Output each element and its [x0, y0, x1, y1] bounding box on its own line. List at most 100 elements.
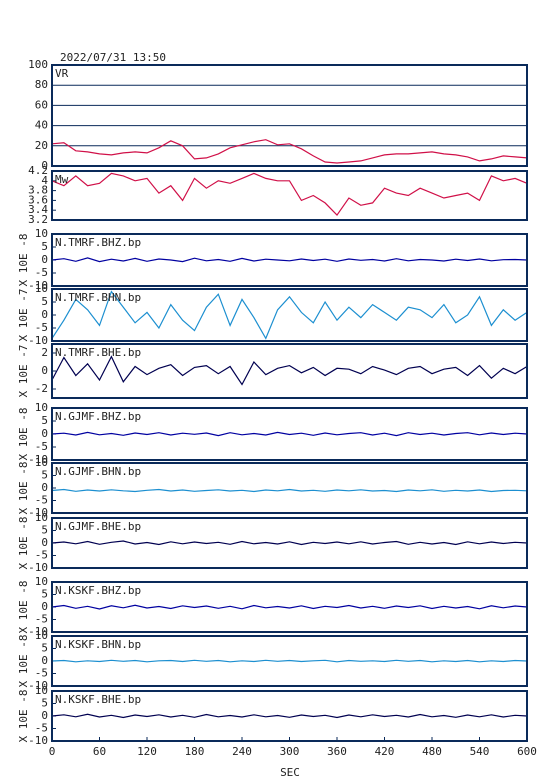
y-axis-label: X 10E -8 [17, 690, 30, 743]
panel-frame [51, 462, 528, 514]
y-axis-label: X 10E -8 [17, 408, 30, 461]
y-tick-label: -5 [35, 549, 48, 562]
panel-frame [51, 64, 528, 167]
y-tick-label: 100 [28, 58, 48, 71]
panel-label: N.KSKF.BHZ.bp [55, 584, 141, 597]
panel-label: Mw [55, 173, 69, 186]
y-tick-label: 5 [41, 240, 48, 253]
panel-frame [51, 635, 528, 687]
y-tick-label: 5 [41, 524, 48, 537]
x-tick-label: 540 [470, 745, 490, 758]
y-tick-label: 10 [35, 575, 48, 588]
x-tick-label: 0 [49, 745, 56, 758]
y-tick-label: 10 [35, 511, 48, 524]
panel-label: N.GJMF.BHZ.bp [55, 410, 141, 423]
y-tick-label: 10 [35, 282, 48, 295]
x-tick-label: 300 [280, 745, 300, 758]
y-tick-label: 10 [35, 401, 48, 414]
data-line [51, 659, 528, 663]
y-tick-label: 10 [35, 684, 48, 697]
y-tick-label: 60 [35, 98, 48, 111]
panel-frame [51, 517, 528, 569]
y-tick-label: 10 [35, 629, 48, 642]
panel-label: N.KSKF.BHN.bp [55, 638, 141, 651]
y-tick-label: 40 [35, 119, 48, 132]
y-tick-label: 20 [35, 139, 48, 152]
panel-label: N.TMRF.BHZ.bp [55, 236, 141, 249]
panel-label: N.KSKF.BHE.bp [55, 693, 141, 706]
x-tick-label: 480 [422, 745, 442, 758]
y-tick-label: 2 [41, 346, 48, 359]
panel-frame [51, 343, 528, 399]
data-line [51, 290, 528, 340]
data-line [51, 540, 528, 546]
panel-frame [51, 407, 528, 461]
y-tick-label: 80 [35, 78, 48, 91]
y-axis-label: X 10E -8 [17, 581, 30, 634]
y-tick-label: -10 [28, 506, 48, 519]
y-tick-label: 3.4 [28, 203, 48, 216]
y-tick-label: 0 [41, 364, 48, 377]
x-tick-label: 60 [93, 745, 106, 758]
y-tick-label: -10 [28, 453, 48, 466]
y-tick-label: 5 [41, 588, 48, 601]
x-tick-label: 120 [137, 745, 157, 758]
y-tick-label: -10 [28, 625, 48, 638]
panel-label: N.TMRF.BHN.bp [55, 291, 141, 304]
y-tick-label: 4.2 [28, 164, 48, 177]
y-tick-label: 0 [41, 427, 48, 440]
x-tick-label: 360 [327, 745, 347, 758]
panel-frame [51, 170, 528, 221]
x-tick-label: 180 [185, 745, 205, 758]
y-axis-label: X 10E -8 [17, 462, 30, 515]
data-line [51, 431, 528, 437]
y-tick-label: 3.2 [28, 213, 48, 226]
y-tick-label: -5 [35, 321, 48, 334]
panel-label: N.TMRF.BHE.bp [55, 346, 141, 359]
y-tick-label: 3.6 [28, 193, 48, 206]
y-tick-label: -10 [28, 679, 48, 692]
x-tick-label: 240 [232, 745, 252, 758]
y-tick-label: 10 [35, 456, 48, 469]
y-tick-label: -5 [35, 667, 48, 680]
y-tick-label: 0 [41, 600, 48, 613]
y-tick-label: 5 [41, 469, 48, 482]
panel-label: N.GJMF.BHN.bp [55, 465, 141, 478]
y-tick-label: -5 [35, 266, 48, 279]
y-tick-label: -10 [28, 734, 48, 747]
x-axis-label: SEC [280, 766, 300, 779]
panel-label: N.GJMF.BHE.bp [55, 520, 141, 533]
y-tick-label: 5 [41, 642, 48, 655]
y-tick-label: -5 [35, 722, 48, 735]
y-tick-label: -5 [35, 613, 48, 626]
data-line [51, 257, 528, 263]
y-tick-label: -5 [35, 494, 48, 507]
y-tick-label: 4 [41, 174, 48, 187]
y-tick-label: 5 [41, 295, 48, 308]
data-line [51, 604, 528, 610]
y-axis-label: X 10E -7 [17, 345, 30, 398]
chart-title: 2022/07/31 13:50 [60, 51, 166, 64]
data-line [51, 713, 528, 719]
data-line [51, 488, 528, 493]
y-tick-label: 10 [35, 227, 48, 240]
x-tick-label: 600 [517, 745, 537, 758]
y-tick-label: -2 [35, 382, 48, 395]
y-tick-label: 5 [41, 697, 48, 710]
y-tick-label: -10 [28, 279, 48, 292]
y-tick-label: 0 [41, 308, 48, 321]
panel-frame [51, 288, 528, 342]
y-tick-label: 0 [41, 159, 48, 172]
y-tick-label: 3.8 [28, 184, 48, 197]
y-tick-label: -10 [28, 334, 48, 347]
y-tick-label: 0 [41, 481, 48, 494]
data-line [51, 172, 528, 217]
y-tick-label: 0 [41, 654, 48, 667]
y-axis-label: X 10E -7 [17, 289, 30, 342]
y-tick-label: 0 [41, 536, 48, 549]
y-tick-label: 0 [41, 709, 48, 722]
y-tick-label: -10 [28, 561, 48, 574]
y-tick-label: 5 [41, 414, 48, 427]
x-tick-label: 420 [375, 745, 395, 758]
data-line [51, 355, 528, 386]
